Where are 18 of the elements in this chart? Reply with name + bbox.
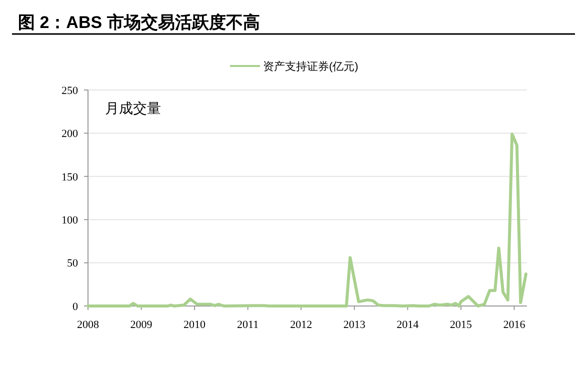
annotation: 月成交量 bbox=[105, 100, 161, 116]
y-tick-label: 150 bbox=[62, 171, 78, 184]
x-tick-label: 2014 bbox=[396, 319, 420, 331]
y-tick-label: 50 bbox=[67, 258, 78, 270]
x-tick-label: 2009 bbox=[130, 319, 153, 331]
x-tick-label: 2013 bbox=[343, 319, 366, 331]
y-tick-label: 0 bbox=[72, 300, 78, 313]
chart-title: 图 2：ABS 市场交易活跃度不高 bbox=[18, 13, 260, 32]
x-tick-label: 2015 bbox=[450, 319, 472, 331]
x-tick-label: 2012 bbox=[290, 319, 312, 331]
y-tick-label: 200 bbox=[62, 128, 78, 140]
legend-label: 资产支持证券(亿元) bbox=[263, 60, 358, 73]
x-tick-label: 2010 bbox=[184, 319, 206, 331]
x-tick-label: 2016 bbox=[503, 319, 526, 331]
y-tick-label: 250 bbox=[62, 84, 78, 97]
y-tick-label: 100 bbox=[62, 214, 78, 226]
x-tick-label: 2011 bbox=[237, 319, 259, 331]
x-tick-label: 2008 bbox=[77, 319, 100, 331]
